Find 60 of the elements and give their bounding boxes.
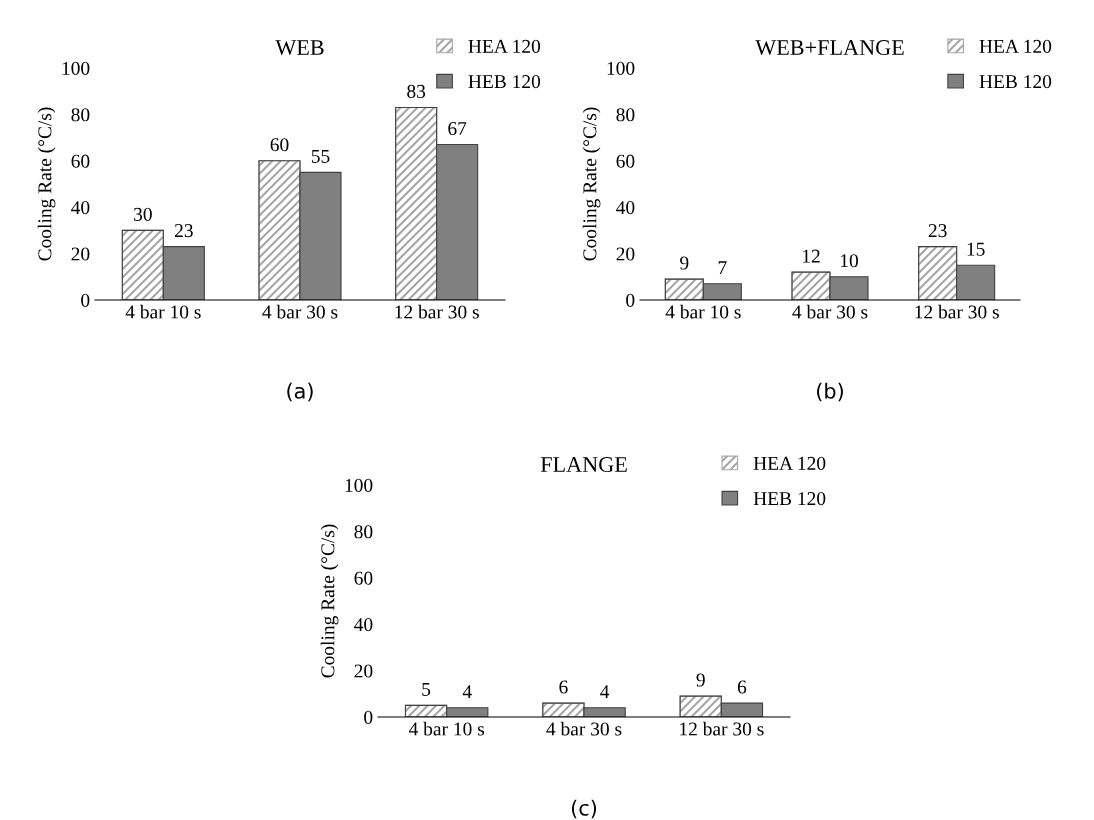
data-label: 9: [680, 256, 689, 270]
data-label: 30: [134, 207, 152, 221]
y-tick-label: 0: [364, 710, 373, 724]
text: (b): [817, 382, 843, 402]
data-label: 55: [311, 149, 330, 163]
legend-label: HEA 120: [468, 39, 541, 53]
data-label: 5: [422, 682, 431, 696]
y-tick-label: 100: [345, 478, 373, 492]
x-tick-label: 4 bar 30 s: [546, 721, 622, 736]
y-axis-title: Cooling Rate (°C/s): [37, 107, 56, 261]
y-tick-label: 40: [71, 201, 90, 215]
y-tick-label: 80: [71, 108, 90, 122]
x-tick-label: 12 bar 30 s: [395, 304, 479, 319]
data-label: 4: [462, 685, 472, 699]
data-label: 67: [448, 121, 467, 136]
x-tick-label: 12 bar 30 s: [915, 304, 999, 319]
data-label: 15: [967, 242, 985, 256]
y-tick-label: 100: [62, 61, 90, 75]
data-label: 9: [696, 673, 705, 687]
data-label: 6: [737, 680, 747, 694]
data-label: 10: [840, 254, 858, 268]
y-tick-label: 40: [354, 618, 373, 632]
y-tick-label: 20: [354, 664, 373, 678]
legend-label: HEA 120: [753, 456, 826, 470]
legend-label: HEB 120: [979, 75, 1052, 89]
y-tick-label: 60: [71, 154, 90, 168]
legend-label: HEB 120: [468, 75, 541, 89]
text: (a): [287, 382, 313, 402]
x-tick-label: 4 bar 10 s: [125, 304, 201, 319]
data-label: 23: [174, 224, 193, 238]
data-label: 60: [270, 138, 289, 152]
y-tick-label: 60: [354, 571, 373, 585]
x-tick-label: 4 bar 30 s: [792, 304, 868, 319]
legend-label: HEA 120: [979, 39, 1052, 53]
data-label: 23: [928, 224, 947, 238]
chart-title: WEB+FLANGE: [755, 40, 904, 56]
y-tick-label: 40: [616, 201, 635, 215]
legend-label: HEB 120: [753, 492, 826, 506]
y-tick-label: 60: [616, 154, 635, 168]
y-tick-label: 80: [616, 108, 635, 122]
data-label: 83: [407, 84, 426, 98]
data-label: 7: [718, 261, 727, 275]
data-label: 12: [802, 249, 820, 263]
y-axis-title: Cooling Rate (°C/s): [320, 524, 339, 678]
chart-title: WEB: [275, 40, 324, 56]
y-tick-label: 0: [626, 293, 635, 307]
chart-title: FLANGE: [540, 457, 627, 472]
text: (c): [571, 799, 597, 819]
y-tick-label: 80: [354, 525, 373, 539]
y-tick-label: 20: [616, 247, 635, 261]
y-tick-label: 0: [81, 293, 90, 307]
data-label: 4: [600, 685, 610, 699]
x-tick-label: 4 bar 10 s: [408, 721, 485, 736]
x-tick-label: 4 bar 30 s: [262, 304, 338, 319]
y-tick-label: 100: [607, 61, 635, 75]
x-tick-label: 12 bar 30 s: [680, 721, 764, 736]
x-tick-label: 4 bar 10 s: [665, 304, 741, 319]
data-label: 6: [559, 680, 568, 694]
y-axis-title: Cooling Rate (°C/s): [582, 107, 601, 261]
y-tick-label: 20: [71, 247, 90, 261]
